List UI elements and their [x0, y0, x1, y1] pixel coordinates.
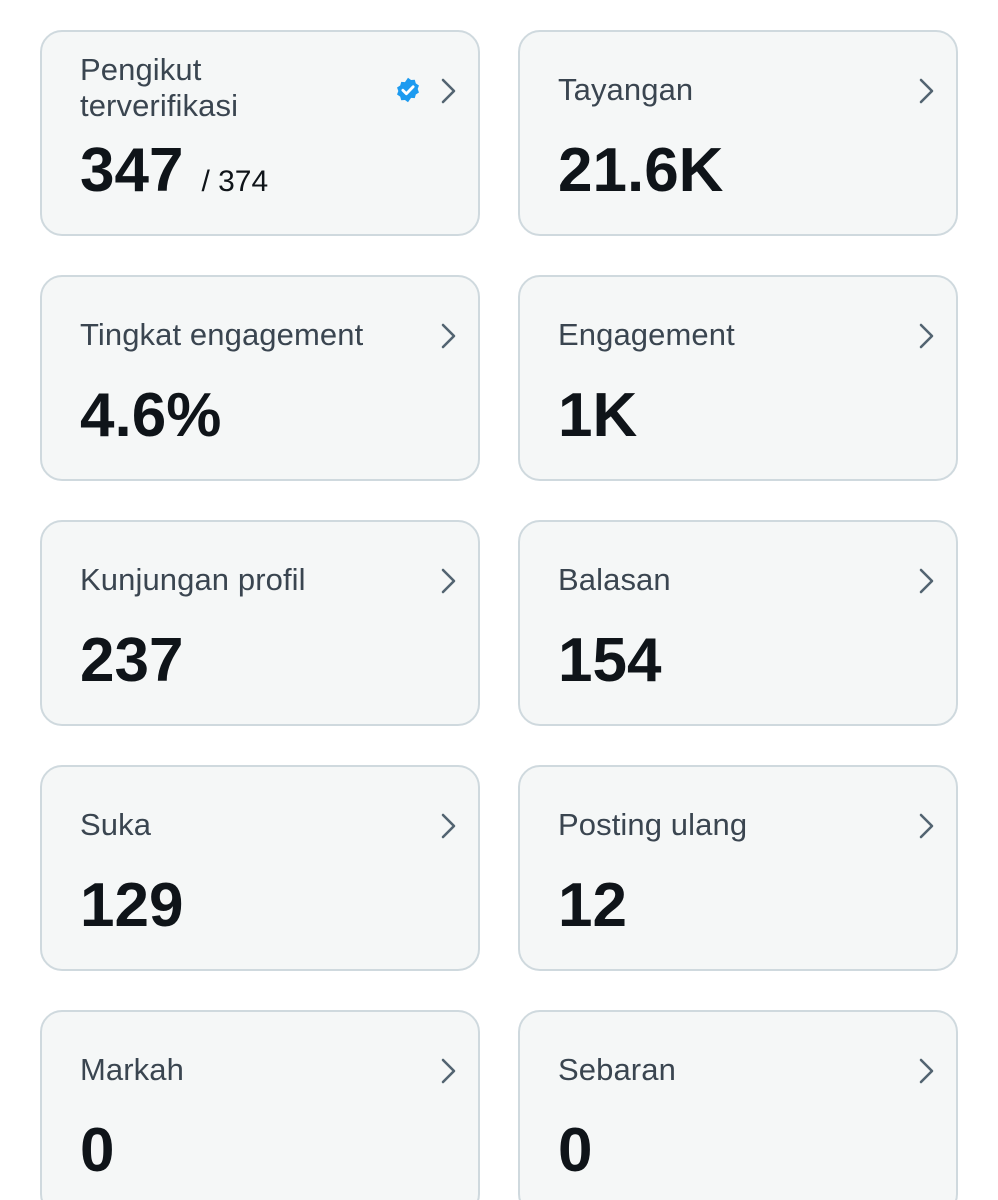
stat-card-bookmarks[interactable]: Markah 0: [40, 1010, 480, 1200]
chevron-right-icon: [441, 1058, 456, 1084]
chevron-right-icon: [919, 1058, 934, 1084]
stat-card-value-total: / 374: [201, 165, 269, 198]
stat-card-label: Sebaran: [558, 1052, 676, 1087]
stat-card-shares[interactable]: Sebaran 0: [518, 1010, 958, 1200]
stat-card-value: 21.6K: [558, 136, 724, 205]
chevron-right-icon: [919, 568, 934, 594]
chevron-right-icon: [441, 568, 456, 594]
stat-card-value: 0: [80, 1116, 115, 1185]
stat-card-label: Engagement: [558, 317, 735, 352]
verified-badge-icon: [397, 77, 419, 103]
stat-card-value: 12: [558, 871, 627, 940]
chevron-right-icon: [441, 78, 456, 104]
chevron-right-icon: [919, 813, 934, 839]
stat-card-value: 129: [80, 871, 184, 940]
stat-card-value: 237: [80, 626, 184, 695]
stat-card-label-line1: Pengikut: [80, 52, 202, 87]
stat-card-engagements[interactable]: Engagement 1K: [518, 275, 958, 481]
stat-card-impressions[interactable]: Tayangan 21.6K: [518, 30, 958, 236]
chevron-right-icon: [919, 323, 934, 349]
stat-card-label: Pengikut terverifikasi: [80, 52, 400, 124]
stat-card-reposts[interactable]: Posting ulang 12: [518, 765, 958, 971]
stat-card-profile-visits[interactable]: Kunjungan profil 237: [40, 520, 480, 726]
stat-card-value: 154: [558, 626, 662, 695]
stat-card-value-number: 347: [80, 136, 184, 205]
chevron-right-icon: [441, 813, 456, 839]
stat-card-label-line2: terverifikasi: [80, 88, 239, 123]
chevron-right-icon: [441, 323, 456, 349]
stat-card-replies[interactable]: Balasan 154: [518, 520, 958, 726]
stat-card-label: Balasan: [558, 562, 671, 597]
stat-card-value: 4.6%: [80, 381, 222, 450]
stat-card-label: Suka: [80, 807, 152, 842]
stat-card-verified-followers[interactable]: Pengikut terverifikasi 347 / 374: [40, 30, 480, 236]
stat-card-label: Tingkat engagement: [80, 317, 364, 352]
stat-card-label: Markah: [80, 1052, 184, 1087]
stat-card-label: Posting ulang: [558, 807, 748, 842]
stat-card-value: 1K: [558, 381, 638, 450]
chevron-right-icon: [919, 78, 934, 104]
stat-card-label: Kunjungan profil: [80, 562, 306, 597]
stat-card-value: 347 / 374: [80, 136, 268, 217]
stat-card-likes[interactable]: Suka 129: [40, 765, 480, 971]
stat-card-label: Tayangan: [558, 72, 694, 107]
stat-card-engagement-rate[interactable]: Tingkat engagement 4.6%: [40, 275, 480, 481]
stat-card-value: 0: [558, 1116, 593, 1185]
